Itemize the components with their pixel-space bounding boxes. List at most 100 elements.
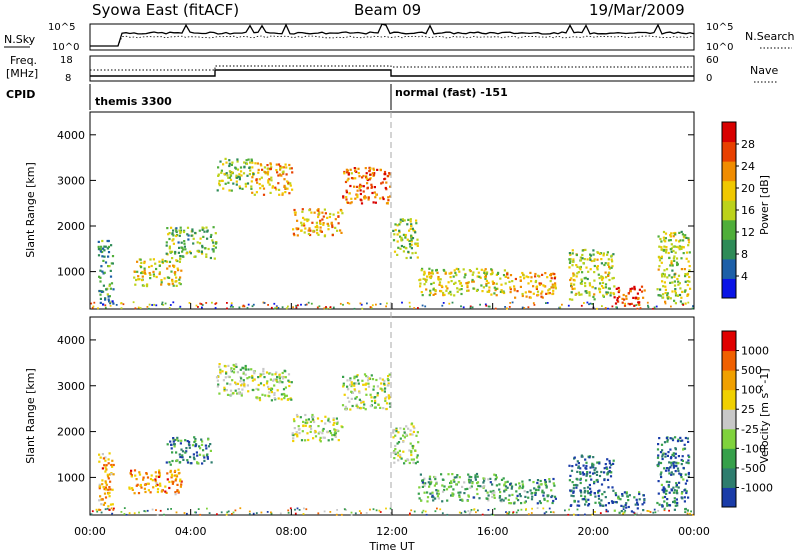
power-echo-feature — [342, 166, 392, 205]
noise-tick-bottom-right: 10^0 — [706, 42, 733, 53]
velocity-echo-cell — [474, 478, 477, 481]
velocity-echo-cell — [385, 407, 388, 411]
power-echo-cell — [226, 302, 228, 304]
velocity-echo-cell — [520, 508, 523, 511]
velocity-echo-cell — [326, 430, 329, 433]
velocity-echo-cell — [146, 476, 150, 479]
velocity-echo-cell — [475, 488, 479, 491]
power-echo-cell — [660, 273, 664, 276]
power-echo-cell — [316, 232, 319, 235]
velocity-echo-cell — [594, 467, 597, 470]
power-echo-cell — [164, 302, 167, 305]
velocity-echo-cell — [627, 505, 630, 509]
power-echo-cell — [166, 227, 169, 230]
velocity-echo-cell — [288, 384, 291, 388]
velocity-echo-cell — [364, 388, 367, 391]
power-echo-cell — [588, 282, 591, 285]
time-tick-label: 20:00 — [577, 525, 609, 538]
velocity-echo-cell — [175, 459, 178, 462]
power-echo-cell — [449, 272, 452, 275]
velocity-echo-cell — [642, 494, 645, 497]
velocity-echo-cell — [180, 483, 183, 486]
velocity-echo-cell — [678, 472, 681, 475]
velocity-echo-cell — [484, 489, 487, 492]
velocity-echo-cell — [106, 475, 110, 478]
power-echo-cell — [636, 292, 639, 295]
power-echo-cell — [249, 161, 252, 164]
power-echo-cell — [584, 284, 587, 288]
power-echo-cell — [513, 287, 516, 290]
power-echo-cell — [568, 261, 572, 264]
power-echo-cell — [459, 281, 462, 285]
power-echo-cell — [108, 295, 111, 298]
velocity-echo-cell — [498, 483, 501, 486]
velocity-echo-cell — [239, 380, 242, 383]
power-echo-cell — [213, 257, 216, 260]
velocity-echo-cell — [457, 481, 460, 484]
velocity-echo-cell — [625, 506, 628, 509]
power-echo-cell — [228, 164, 231, 168]
velocity-echo-cell — [197, 508, 200, 510]
velocity-echo-cell — [570, 469, 574, 472]
power-echo-cell — [664, 240, 667, 243]
velocity-echo-cell — [350, 381, 353, 384]
power-echo-cell — [547, 292, 550, 295]
power-echo-cell — [450, 280, 453, 283]
power-echo-cell — [466, 289, 469, 292]
velocity-echo-cell — [582, 464, 585, 467]
power-echo-cell — [408, 301, 411, 304]
power-echo-cell — [604, 262, 607, 265]
power-echo-cell — [318, 305, 321, 308]
power-echo-cell — [300, 224, 303, 227]
velocity-echo-cell — [107, 477, 110, 480]
velocity-echo-cell — [292, 437, 295, 440]
velocity-echo-cell — [459, 498, 462, 501]
velocity-echo-cell — [202, 449, 205, 452]
velocity-echo-cell — [294, 512, 297, 515]
velocity-echo-cell — [493, 496, 496, 499]
velocity-echo-cell — [367, 379, 370, 382]
velocity-echo-cell — [328, 420, 331, 424]
velocity-echo-cell — [597, 494, 600, 497]
power-echo-cell — [618, 295, 621, 298]
power-echo-cell — [613, 285, 616, 288]
velocity-echo-cell — [363, 373, 367, 376]
velocity-echo-cell — [138, 511, 140, 514]
velocity-echo-cell — [410, 422, 414, 425]
velocity-echo-cell — [504, 481, 507, 484]
power-echo-cell — [183, 242, 186, 245]
velocity-echo-cell — [174, 479, 177, 482]
velocity-echo-cell — [538, 500, 541, 503]
velocity-echo-cell — [593, 469, 596, 472]
power-echo-cell — [228, 159, 231, 162]
power-echo-cell — [631, 287, 634, 290]
velocity-echo-cell — [576, 460, 579, 463]
power-echo-cell — [673, 275, 676, 278]
power-echo-cell — [514, 277, 517, 281]
power-echo-cell — [175, 234, 178, 238]
power-echo-cell — [342, 303, 344, 306]
freq-tick-bottom: 8 — [65, 73, 71, 84]
power-echo-cell — [297, 304, 299, 307]
power-echo-cell — [347, 172, 350, 175]
velocity-echo-cell — [643, 498, 646, 502]
power-echo-cell — [571, 249, 574, 252]
velocity-echo-cell — [364, 408, 367, 411]
velocity-y-tick-label: 1000 — [57, 471, 85, 484]
velocity-echo-cell — [666, 504, 669, 507]
velocity-echo-cell — [430, 481, 433, 484]
power-echo-cell — [593, 279, 596, 282]
velocity-echo-cell — [154, 480, 157, 483]
velocity-echo-cell — [609, 475, 613, 478]
velocity-echo-cell — [155, 509, 157, 511]
power-echo-cell — [150, 264, 153, 268]
power-echo-cell — [588, 294, 591, 297]
power-echo-cell — [347, 173, 350, 176]
velocity-echo-cell — [492, 491, 495, 494]
velocity-echo-cell — [106, 507, 109, 510]
power-echo-cell — [168, 260, 172, 263]
velocity-echo-cell — [362, 400, 365, 403]
velocity-echo-cell — [285, 394, 288, 397]
power-echo-cell — [472, 271, 475, 274]
power-echo-cell — [312, 229, 315, 232]
